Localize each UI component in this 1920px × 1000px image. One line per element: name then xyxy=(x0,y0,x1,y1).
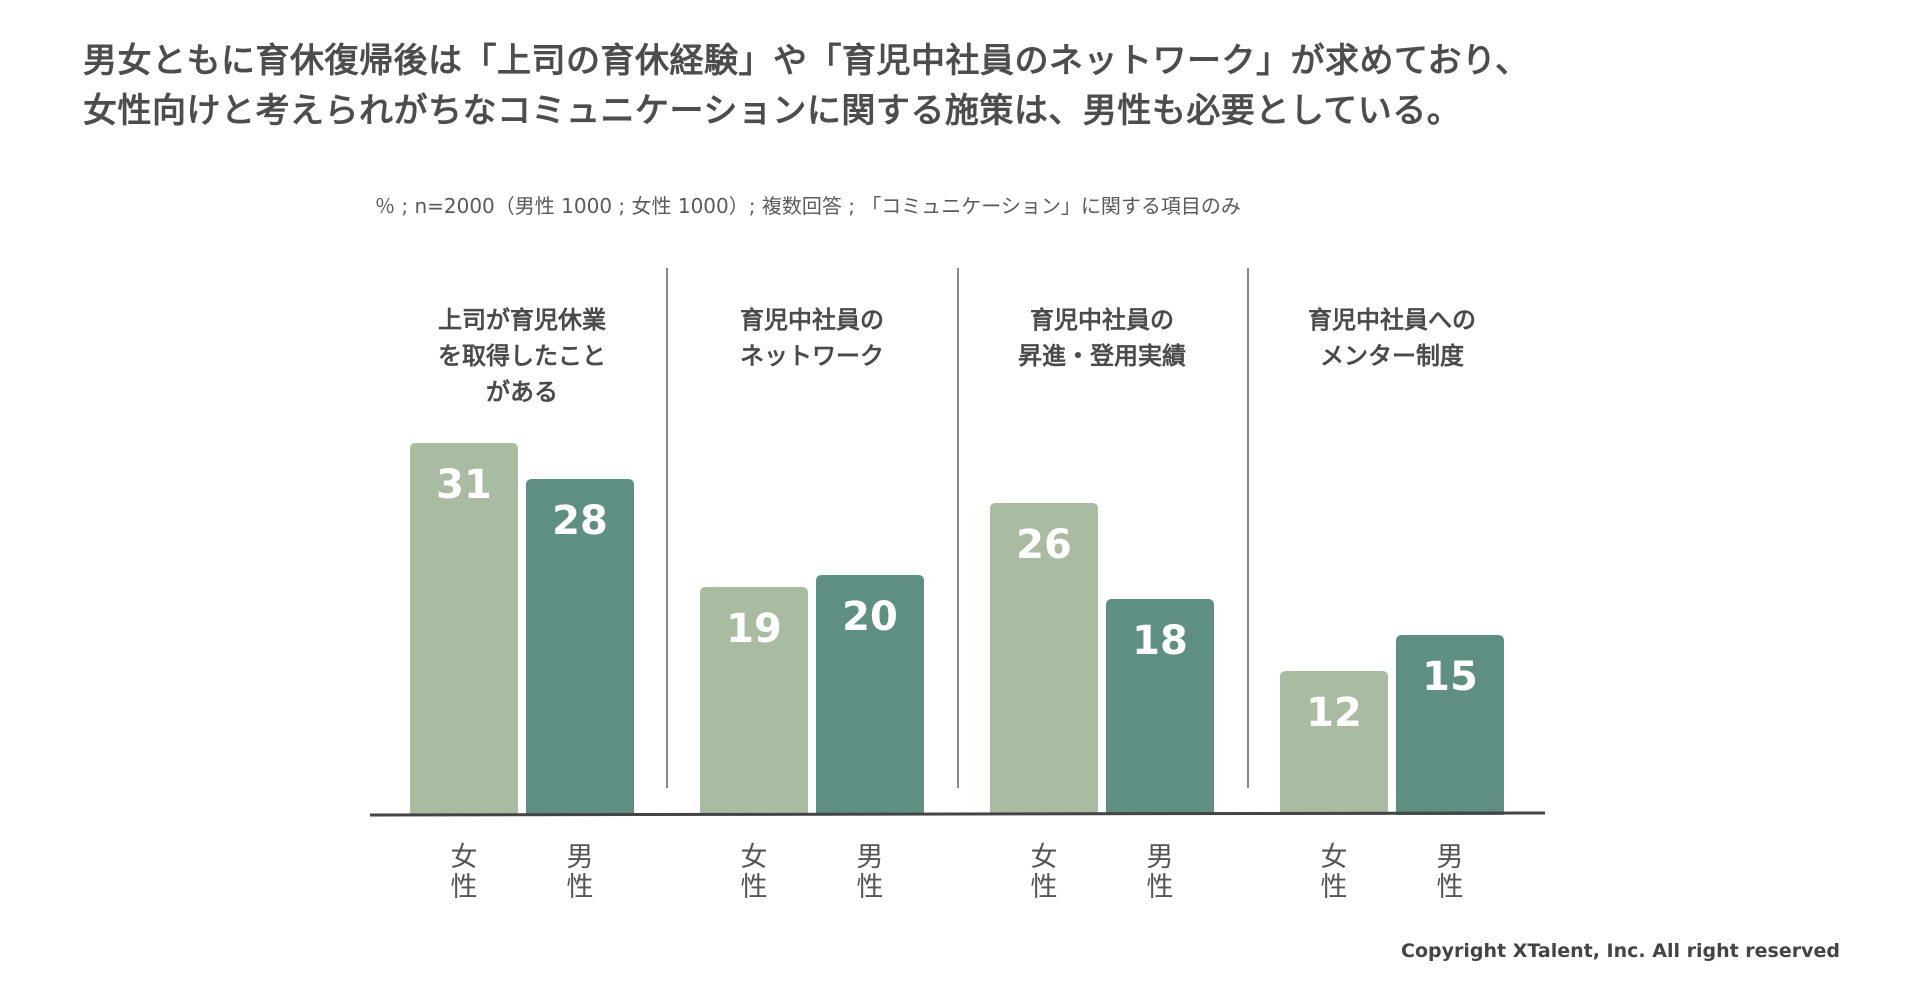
series-label: 男 xyxy=(1437,842,1464,873)
bar-value-label: 26 xyxy=(1016,522,1072,568)
bar-value-label: 31 xyxy=(436,462,492,508)
bar-value-label: 20 xyxy=(842,594,898,640)
category-label: メンター制度 xyxy=(1320,342,1465,370)
category-label: ネットワーク xyxy=(740,342,884,370)
chart-note: ％ ; n=2000（男性 1000 ; 女性 1000）; 複数回答 ; 「コ… xyxy=(375,194,1241,218)
bar-female xyxy=(410,443,518,815)
series-label: 性 xyxy=(567,872,594,903)
category-label: 上司が育児休業 xyxy=(438,306,606,334)
series-label: 性 xyxy=(1321,872,1348,903)
series-label: 女 xyxy=(741,842,768,873)
bar-male xyxy=(526,479,634,815)
headline-line-1: 男女ともに育休復帰後は「上司の育休経験」や「育児中社員のネットワーク」が求めてお… xyxy=(83,41,1530,81)
bar-value-label: 18 xyxy=(1132,618,1188,664)
bar-female xyxy=(700,587,808,815)
series-label: 男 xyxy=(1147,842,1174,873)
category-label: 育児中社員の xyxy=(740,306,884,334)
series-label: 性 xyxy=(741,872,768,903)
series-label: 性 xyxy=(1031,872,1058,903)
bar-male xyxy=(1106,599,1214,815)
bar-male xyxy=(1396,635,1504,815)
series-label: 性 xyxy=(857,872,884,903)
category-label: 育児中社員の xyxy=(1030,306,1174,334)
bar-value-label: 12 xyxy=(1306,690,1362,736)
series-label: 男 xyxy=(567,842,594,873)
bar-female xyxy=(1280,671,1388,815)
category-label: がある xyxy=(486,378,558,406)
bar-value-label: 28 xyxy=(552,498,608,544)
series-label: 女 xyxy=(1321,842,1348,873)
series-label: 女 xyxy=(451,842,478,873)
headline: 男女ともに育休復帰後は「上司の育休経験」や「育児中社員のネットワーク」が求めてお… xyxy=(83,36,1783,136)
bar-female xyxy=(990,503,1098,815)
series-label: 性 xyxy=(1147,872,1174,903)
x-axis xyxy=(369,811,1546,817)
bar-male xyxy=(816,575,924,815)
bar-value-label: 15 xyxy=(1422,654,1478,700)
series-label: 性 xyxy=(451,872,478,903)
copyright: Copyright XTalent, Inc. All right reserv… xyxy=(1401,940,1840,962)
series-label: 性 xyxy=(1437,872,1464,903)
category-label: を取得したこと xyxy=(438,342,606,370)
category-label: 昇進・登用実績 xyxy=(1018,342,1186,370)
series-label: 女 xyxy=(1031,842,1058,873)
headline-line-2: 女性向けと考えられがちなコミュニケーションに関する施策は、男性も必要としている。 xyxy=(83,91,1462,131)
series-label: 男 xyxy=(857,842,884,873)
bar-value-label: 19 xyxy=(726,606,782,652)
category-label: 育児中社員への xyxy=(1308,306,1476,334)
